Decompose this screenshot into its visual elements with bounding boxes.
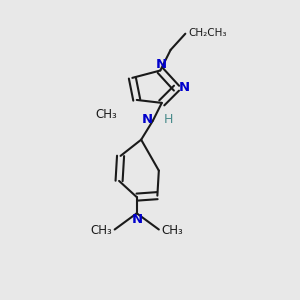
Text: CH₃: CH₃ (95, 108, 117, 121)
Text: N: N (142, 113, 153, 127)
Text: CH₃: CH₃ (161, 224, 183, 237)
Text: CH₃: CH₃ (91, 224, 112, 237)
Text: H: H (164, 113, 173, 127)
Text: N: N (132, 213, 143, 226)
Text: N: N (155, 58, 167, 70)
Text: CH₂CH₃: CH₂CH₃ (189, 28, 227, 38)
Text: N: N (179, 81, 190, 94)
